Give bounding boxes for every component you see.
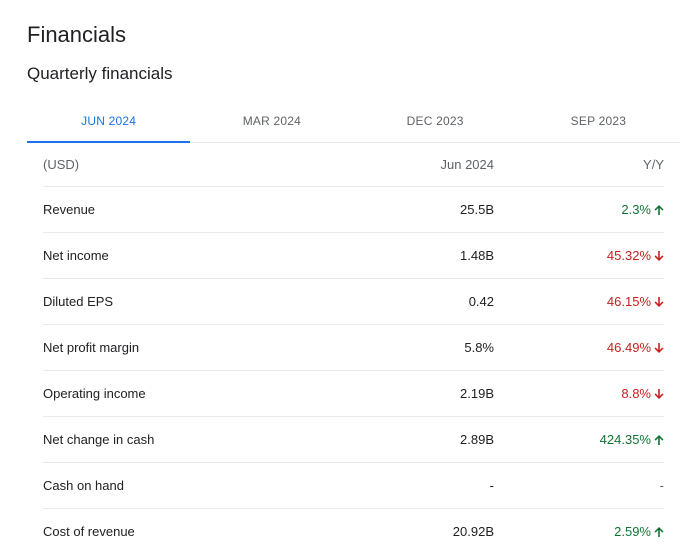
- table-row: Cost of revenue 20.92B 2.59%: [43, 509, 664, 554]
- metric-value: 1.48B: [460, 248, 494, 263]
- tab-dec-2023[interactable]: DEC 2023: [406, 114, 464, 128]
- arrow-up-icon: [654, 204, 664, 215]
- yoy-change-value: 424.35%: [599, 432, 651, 447]
- section-subtitle: Quarterly financials: [27, 64, 173, 83]
- yoy-change: 2.3%: [621, 187, 664, 232]
- arrow-down-icon: [654, 296, 664, 307]
- table-row: Operating income 2.19B 8.8%: [43, 371, 664, 417]
- table-row: Net income 1.48B 45.32%: [43, 233, 664, 279]
- period-header: Jun 2024: [440, 156, 495, 172]
- metric-label: Cash on hand: [43, 478, 124, 493]
- yoy-change-value: 8.8%: [621, 386, 651, 401]
- arrow-down-icon: [654, 342, 664, 353]
- metric-value: 0.42: [468, 294, 494, 309]
- metric-label: Net income: [43, 248, 109, 263]
- yoy-change-value: 2.59%: [614, 524, 651, 539]
- yoy-change-value: 45.32%: [606, 248, 651, 263]
- yoy-change: 45.32%: [607, 233, 664, 278]
- arrow-down-icon: [654, 250, 664, 261]
- yoy-change: -: [660, 463, 664, 508]
- table-row: Diluted EPS 0.42 46.15%: [43, 279, 664, 325]
- table-row: Net change in cash 2.89B 424.35%: [43, 417, 664, 463]
- period-tabs: JUN 2024 MAR 2024 DEC 2023 SEP 2023: [27, 100, 680, 143]
- metric-value: 20.92B: [452, 524, 494, 539]
- metric-label: Cost of revenue: [43, 524, 135, 539]
- table-row: Net profit margin 5.8% 46.49%: [43, 325, 664, 371]
- metric-value: 25.5B: [460, 202, 494, 217]
- currency-header: (USD): [43, 156, 80, 172]
- metric-value: 5.8%: [464, 340, 494, 355]
- table-row: Cash on hand - -: [43, 463, 664, 509]
- yoy-change: 424.35%: [600, 417, 664, 462]
- page-title: Financials: [27, 22, 127, 47]
- yoy-change: 8.8%: [621, 371, 664, 416]
- metric-label: Revenue: [43, 202, 96, 217]
- yoy-change: 46.49%: [607, 325, 664, 370]
- metric-label: Operating income: [43, 386, 146, 401]
- table-row: Revenue 25.5B 2.3%: [43, 187, 664, 233]
- yoy-change-value: 2.3%: [621, 202, 651, 217]
- table-header-row: (USD) Jun 2024 Y/Y: [43, 142, 664, 187]
- tab-sep-2023[interactable]: SEP 2023: [570, 114, 627, 128]
- metric-value: 2.19B: [460, 386, 494, 401]
- yoy-change: 46.15%: [607, 279, 664, 324]
- arrow-up-icon: [654, 526, 664, 537]
- metric-label: Diluted EPS: [43, 294, 114, 309]
- arrow-down-icon: [654, 388, 664, 399]
- yoy-change-value: -: [659, 478, 664, 493]
- yoy-change: 2.59%: [614, 509, 664, 554]
- metric-label: Net profit margin: [43, 340, 140, 355]
- metric-value: -: [489, 478, 494, 493]
- yoy-change-value: 46.15%: [606, 294, 651, 309]
- metric-label: Net change in cash: [43, 432, 155, 447]
- financials-table: (USD) Jun 2024 Y/Y Revenue 25.5B 2.3% Net i…: [27, 142, 680, 554]
- tab-jun-2024[interactable]: JUN 2024: [27, 100, 191, 143]
- tab-mar-2024[interactable]: MAR 2024: [242, 114, 302, 128]
- arrow-up-icon: [654, 434, 664, 445]
- yoy-header: Y/Y: [643, 156, 664, 172]
- metric-value: 2.89B: [460, 432, 494, 447]
- yoy-change-value: 46.49%: [606, 340, 651, 355]
